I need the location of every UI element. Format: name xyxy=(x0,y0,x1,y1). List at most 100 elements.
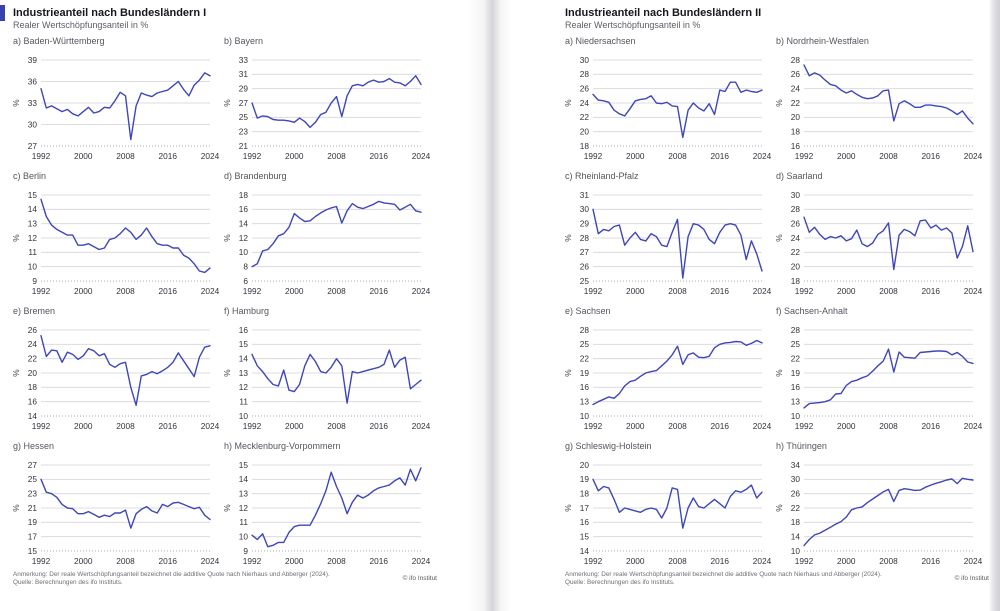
data-series-line xyxy=(40,335,211,407)
y-tick-label: 17 xyxy=(580,503,590,513)
y-tick-label: 27 xyxy=(580,247,590,257)
footnote-anmerkung: Anmerkung: Der reale Wertschöpfungsantei… xyxy=(565,571,882,578)
y-tick-label: 16 xyxy=(239,325,249,335)
y-tick-label: 16 xyxy=(580,382,590,392)
y-tick-label: 16 xyxy=(580,517,590,527)
chart-label: e) Bremen xyxy=(13,306,56,316)
line-chart-brandenburg: 6 8 10 12 14 16 18 1992 2000 2008 2016 2024% xyxy=(222,190,431,296)
x-tick-label: 2016 xyxy=(159,421,178,431)
x-tick-label: 1992 xyxy=(243,286,262,296)
y-axis-unit-label: % xyxy=(776,234,784,242)
x-tick-label: 2000 xyxy=(285,421,304,431)
y-tick-label: 11 xyxy=(28,247,37,257)
x-tick-label: 2016 xyxy=(159,286,178,296)
x-tick-label: 2016 xyxy=(370,556,389,566)
y-tick-label: 31 xyxy=(580,190,590,200)
chart-label: c) Rheinland-Pfalz xyxy=(565,171,639,181)
y-tick-label: 12 xyxy=(239,233,249,243)
data-series-line xyxy=(40,198,211,274)
x-tick-label: 2000 xyxy=(74,286,93,296)
y-tick-label: 11 xyxy=(239,517,248,527)
y-axis-unit-label: % xyxy=(224,369,232,377)
y-axis-unit-label: % xyxy=(565,99,573,107)
chart-label: d) Saarland xyxy=(776,171,823,181)
y-axis-unit-label: % xyxy=(565,369,573,377)
data-series-line xyxy=(592,478,763,529)
y-axis-unit-label: % xyxy=(565,234,573,242)
y-tick-label: 17 xyxy=(28,531,38,541)
x-tick-label: 2000 xyxy=(74,421,93,431)
y-tick-label: 26 xyxy=(791,69,801,79)
y-tick-label: 19 xyxy=(580,474,590,484)
y-tick-label: 28 xyxy=(580,325,590,335)
data-series-line xyxy=(803,477,974,547)
chart-panel-berlin: c) Berlin 9 10 11 12 13 14 15 1992 2000 2008 2016 20… xyxy=(11,168,224,303)
x-tick-label: 1992 xyxy=(795,421,814,431)
y-tick-label: 15 xyxy=(580,531,590,541)
x-tick-label: 1992 xyxy=(32,421,51,431)
x-tick-label: 2000 xyxy=(285,556,304,566)
y-tick-label: 15 xyxy=(239,339,249,349)
y-tick-label: 26 xyxy=(791,488,801,498)
line-chart-mecklenburg-vorpommern: 9 10 11 12 13 14 15 1992 2000 2008 2016 2024% xyxy=(222,460,431,566)
y-tick-label: 25 xyxy=(580,339,590,349)
y-tick-label: 14 xyxy=(580,546,590,556)
footnote-quelle: Quelle: Berechnungen des ifo Instituts. xyxy=(13,579,123,587)
line-chart-hamburg: 10 11 12 13 14 15 16 1992 2000 2008 2016 2024% xyxy=(222,325,431,431)
x-tick-label: 2008 xyxy=(116,151,135,161)
x-tick-label: 2016 xyxy=(159,151,178,161)
chart-panel-bayern: b) Bayern 21 23 25 27 29 31 33 1992 2000 2008 2016 2… xyxy=(222,33,435,168)
x-tick-label: 2008 xyxy=(879,286,898,296)
x-tick-label: 1992 xyxy=(795,556,814,566)
chart-label: g) Hessen xyxy=(13,441,55,451)
y-tick-label: 13 xyxy=(239,368,249,378)
chart-label: h) Mecklenburg-Vorpommern xyxy=(224,441,341,451)
x-tick-label: 2024 xyxy=(412,286,431,296)
x-tick-label: 2000 xyxy=(837,286,856,296)
x-tick-label: 2016 xyxy=(159,556,178,566)
chart-label: e) Sachsen xyxy=(565,306,611,316)
chart-panel-nordrhein-westfalen: b) Nordrhein-Westfalen 16 18 20 22 24 26 28 1992… xyxy=(774,33,987,168)
x-tick-label: 2008 xyxy=(327,286,346,296)
y-tick-label: 28 xyxy=(791,204,801,214)
charts-grid-page-2: a) Niedersachsen 18 20 22 24 26 28 30 1992 2000 20… xyxy=(563,33,987,573)
page-title: Industrieanteil nach Bundesländern I xyxy=(13,7,207,19)
chart-panel-niedersachsen: a) Niedersachsen 18 20 22 24 26 28 30 1992 2000 20… xyxy=(563,33,776,168)
y-axis-unit-label: % xyxy=(776,99,784,107)
x-tick-label: 2016 xyxy=(922,286,941,296)
line-chart-bayern: 21 23 25 27 29 31 33 1992 2000 2008 2016 2024% xyxy=(222,55,431,161)
y-tick-label: 18 xyxy=(580,488,590,498)
x-tick-label: 2008 xyxy=(879,151,898,161)
y-tick-label: 14 xyxy=(239,353,249,363)
y-axis-unit-label: % xyxy=(224,99,232,107)
x-tick-label: 1992 xyxy=(32,151,51,161)
page-title: Industrieanteil nach Bundesländern II xyxy=(565,7,762,19)
data-series-line xyxy=(40,72,211,141)
y-tick-label: 30 xyxy=(791,190,801,200)
y-tick-label: 30 xyxy=(791,474,801,484)
y-tick-label: 26 xyxy=(580,83,590,93)
y-tick-label: 16 xyxy=(791,141,801,151)
x-tick-label: 1992 xyxy=(584,556,603,566)
y-tick-label: 24 xyxy=(580,98,590,108)
x-tick-label: 2016 xyxy=(922,421,941,431)
y-axis-unit-label: % xyxy=(224,504,232,512)
y-tick-label: 19 xyxy=(580,368,590,378)
x-tick-label: 2024 xyxy=(412,556,431,566)
line-chart-saarland: 18 20 22 24 26 28 30 1992 2000 2008 2016 2024% xyxy=(774,190,983,296)
y-tick-label: 10 xyxy=(28,261,38,271)
x-tick-label: 2000 xyxy=(837,151,856,161)
y-tick-label: 25 xyxy=(580,276,590,286)
y-tick-label: 12 xyxy=(28,233,38,243)
y-tick-label: 23 xyxy=(239,126,249,136)
y-tick-label: 27 xyxy=(239,98,249,108)
y-tick-label: 39 xyxy=(28,55,38,65)
x-tick-label: 1992 xyxy=(32,286,51,296)
x-tick-label: 2000 xyxy=(285,286,304,296)
y-tick-label: 22 xyxy=(580,112,590,122)
x-tick-label: 2024 xyxy=(753,556,772,566)
x-tick-label: 2024 xyxy=(201,556,220,566)
chart-panel-schleswig-holstein: g) Schleswig-Holstein 14 15 16 17 18 19 20 1992 2… xyxy=(563,438,776,573)
y-axis-unit-label: % xyxy=(776,369,784,377)
x-tick-label: 2008 xyxy=(327,151,346,161)
